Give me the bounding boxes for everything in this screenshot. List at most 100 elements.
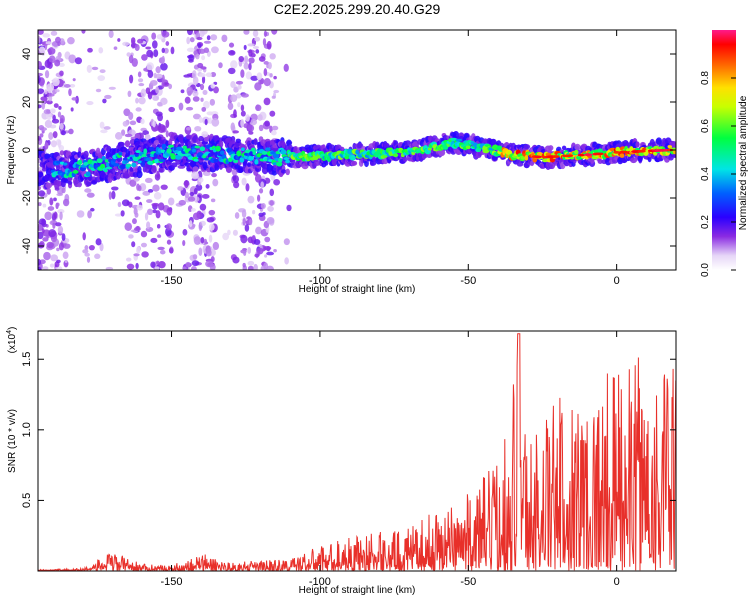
spectrogram-noise-cell <box>157 261 166 269</box>
spectrogram-noise-cell <box>256 247 264 255</box>
spectrogram-noise-cell <box>144 133 151 142</box>
spectrogram-noise-cell <box>47 86 53 94</box>
spectrogram-noise-cell <box>146 208 153 215</box>
spectrogram-noise-cell <box>63 84 71 88</box>
spectrogram-noise-cell <box>237 84 242 90</box>
spectrogram-ridge-halo <box>574 143 581 151</box>
spectrogram-noise-cell <box>126 52 131 57</box>
spectrogram-noise-cell <box>156 170 160 179</box>
spectrogram-noise-cell <box>269 188 275 197</box>
spectrogram-noise-cell <box>203 40 212 44</box>
spectrogram-noise-cell <box>158 202 165 211</box>
spectrogram-noise-cell <box>208 117 212 125</box>
spectrogram-noise-cell <box>151 202 160 207</box>
spectrogram-noise-cell <box>201 106 207 112</box>
spectrogram-noise-cell <box>150 79 158 86</box>
spectrogram-ridge-halo <box>314 160 321 166</box>
y-tick-label: 1.5 <box>21 352 33 367</box>
spectrogram-noise-cell <box>138 96 146 105</box>
spectrogram-noise-cell <box>271 125 279 131</box>
spectrogram-noise-cell <box>189 37 195 43</box>
spectrogram-peak <box>613 151 621 154</box>
spectrogram-ridge-core <box>105 162 110 167</box>
spectrogram-ridge-halo <box>192 166 199 172</box>
spectrogram-noise-cell <box>140 242 148 248</box>
spectrogram-noise-cell <box>43 251 51 261</box>
spectrogram-noise-cell <box>49 108 56 114</box>
x-tick-label: -50 <box>460 576 476 588</box>
spectrogram-noise-cell <box>245 114 250 122</box>
spectrogram-noise-cell <box>38 190 46 197</box>
spectrogram-ridge-core <box>265 147 271 152</box>
spectrogram-ridge-core <box>96 158 103 164</box>
spectrogram-noise-cell <box>117 201 122 208</box>
spectrogram-noise-cell <box>95 238 102 246</box>
spectrogram-noise-cell <box>212 178 219 187</box>
spectrogram-noise-cell <box>258 188 264 194</box>
spectrogram-noise-cell <box>202 171 211 177</box>
spectrogram-noise-cell <box>247 265 254 270</box>
spectrogram-noise-cell <box>257 114 263 121</box>
spectrogram-peak <box>637 149 646 153</box>
spectrogram-noise-cell <box>99 242 104 252</box>
spectrogram-noise-cell <box>113 46 118 50</box>
spectrogram-noise-cell <box>108 191 112 200</box>
spectrogram-noise-cell <box>120 210 125 217</box>
spectrogram-noise-cell <box>68 54 77 64</box>
spectrogram-noise-cell <box>185 106 194 111</box>
spectrogram-noise-cell <box>134 227 141 232</box>
spectrogram-ridge-core <box>350 155 356 161</box>
spectrogram-noise-cell <box>249 119 258 126</box>
spectrogram-noise-cell <box>59 211 63 221</box>
spectrogram-noise-cell <box>254 253 260 258</box>
spectrogram-ridge-halo <box>137 165 142 174</box>
spectrogram-noise-cell <box>266 251 275 256</box>
spectrogram-ridge-core <box>574 149 579 155</box>
spectrogram-ridge-halo <box>153 139 160 146</box>
spectrogram-noise-cell <box>161 31 170 38</box>
spectrogram-ridge-core <box>148 146 155 152</box>
spectrogram-ridge-halo <box>402 156 408 162</box>
spectrogram-ridge-halo <box>237 166 245 173</box>
spectrogram-noise-cell <box>71 97 78 101</box>
spectrogram-ridge-core <box>272 153 280 159</box>
spectrogram-noise-cell <box>242 262 246 268</box>
spectrogram-noise-cell <box>227 229 231 236</box>
spectrogram-noise-cell <box>48 55 56 64</box>
snr-x-label: Height of straight line (km) <box>299 585 416 596</box>
spectrogram-ridge-core <box>227 157 233 163</box>
spectrogram-noise-cell <box>165 41 170 47</box>
spectrogram-noise-cell <box>153 192 162 200</box>
spectrogram-noise-cell <box>269 53 276 60</box>
colorbar-tick-label: 0.6 <box>700 119 711 133</box>
x-tick-label: -100 <box>309 275 331 287</box>
spectrogram-noise-cell <box>38 231 44 240</box>
spectrogram-noise-cell <box>222 232 230 241</box>
spectrogram-noise-cell <box>155 111 163 117</box>
spectrogram-noise-cell <box>233 86 239 93</box>
spectrogram-noise-cell <box>99 69 106 74</box>
spectrogram-ridge-halo <box>351 160 358 166</box>
spectrogram-ridge-halo <box>281 141 287 149</box>
spectrogram-noise-cell <box>247 124 255 132</box>
spectrogram-noise-cell <box>45 41 53 45</box>
spectrogram-noise-cell <box>260 181 265 189</box>
spectrogram-noise-cell <box>264 236 271 243</box>
spectrogram-ridge-core <box>182 145 187 150</box>
spectrogram-noise-cell <box>191 171 199 180</box>
spectrogram-noise-cell <box>140 118 145 125</box>
spectrogram-ridge-core <box>108 158 112 162</box>
spectrogram-noise-cell <box>86 101 94 106</box>
spectrogram-noise-cell <box>184 192 190 199</box>
spectrogram-ridge-halo <box>198 135 204 142</box>
spectrogram-noise-cell <box>245 183 250 192</box>
spectrogram-ridge-core <box>276 161 283 167</box>
spectrogram-noise-cell <box>48 132 54 140</box>
spectrogram-noise-cell <box>42 203 47 208</box>
spectrogram-noise-cell <box>237 102 241 108</box>
spectrogram-noise-cell <box>81 30 86 34</box>
colorbar-tick-label: 0.0 <box>700 263 711 277</box>
spectrogram-noise-cell <box>186 86 194 95</box>
spectrogram-ridge-halo <box>38 171 44 177</box>
